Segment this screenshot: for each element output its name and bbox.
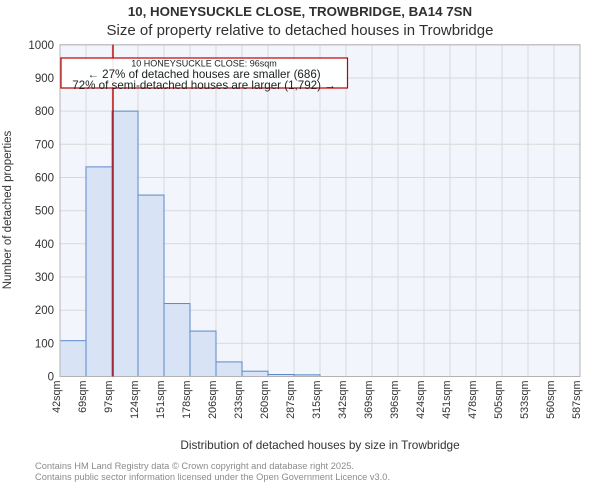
svg-text:97sqm: 97sqm xyxy=(103,381,115,413)
svg-text:287sqm: 287sqm xyxy=(285,381,297,419)
svg-text:587sqm: 587sqm xyxy=(571,381,583,419)
svg-text:260sqm: 260sqm xyxy=(259,381,271,419)
svg-text:600: 600 xyxy=(35,173,54,185)
svg-text:400: 400 xyxy=(35,239,54,251)
svg-text:300: 300 xyxy=(35,272,54,284)
svg-text:1000: 1000 xyxy=(28,40,54,52)
svg-text:42sqm: 42sqm xyxy=(51,381,63,413)
svg-text:900: 900 xyxy=(35,73,54,85)
svg-text:342sqm: 342sqm xyxy=(337,381,349,419)
svg-text:500: 500 xyxy=(35,206,54,218)
svg-text:124sqm: 124sqm xyxy=(129,381,141,419)
svg-text:396sqm: 396sqm xyxy=(389,381,401,419)
svg-text:100: 100 xyxy=(35,338,54,350)
svg-text:533sqm: 533sqm xyxy=(519,381,531,419)
svg-text:178sqm: 178sqm xyxy=(181,381,193,419)
svg-text:478sqm: 478sqm xyxy=(467,381,479,419)
svg-text:10, HONEYSUCKLE CLOSE, TROWBRI: 10, HONEYSUCKLE CLOSE, TROWBRIDGE, BA14 … xyxy=(128,4,472,19)
svg-text:Contains HM Land Registry data: Contains HM Land Registry data © Crown c… xyxy=(35,461,354,471)
svg-text:451sqm: 451sqm xyxy=(441,381,453,419)
svg-text:Size of property relative to d: Size of property relative to detached ho… xyxy=(107,22,494,39)
svg-text:800: 800 xyxy=(35,106,54,118)
svg-text:200: 200 xyxy=(35,305,54,317)
svg-text:151sqm: 151sqm xyxy=(155,381,167,419)
svg-text:Contains public sector informa: Contains public sector information licen… xyxy=(35,472,390,482)
svg-text:233sqm: 233sqm xyxy=(233,381,245,419)
svg-text:560sqm: 560sqm xyxy=(545,381,557,419)
svg-text:Number of detached properties: Number of detached properties xyxy=(2,130,14,289)
svg-text:369sqm: 369sqm xyxy=(363,381,375,419)
svg-text:505sqm: 505sqm xyxy=(493,381,505,419)
svg-text:Distribution of detached house: Distribution of detached houses by size … xyxy=(180,438,460,452)
svg-text:206sqm: 206sqm xyxy=(207,381,219,419)
svg-text:69sqm: 69sqm xyxy=(77,381,89,413)
svg-text:315sqm: 315sqm xyxy=(311,381,323,419)
svg-text:700: 700 xyxy=(35,139,54,151)
svg-text:10 HONEYSUCKLE CLOSE: 96sqm: 10 HONEYSUCKLE CLOSE: 96sqm xyxy=(131,59,277,69)
svg-text:424sqm: 424sqm xyxy=(415,381,427,419)
svg-text:72% of semi-detached houses ar: 72% of semi-detached houses are larger (… xyxy=(72,79,336,92)
